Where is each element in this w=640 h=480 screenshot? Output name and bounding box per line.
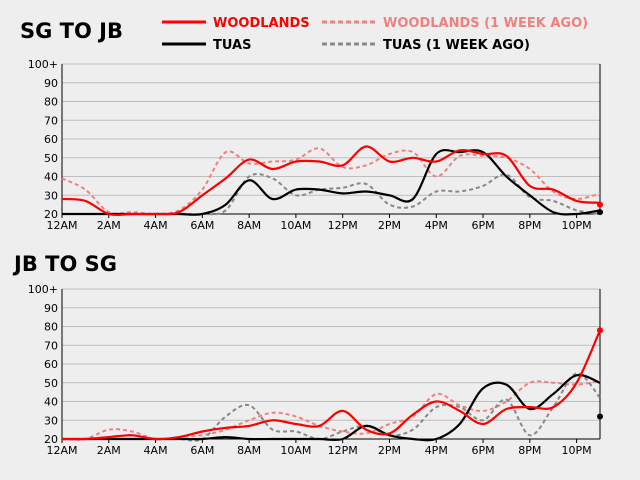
chart-jb-to-sg: 20 30 40 50 60 70 80 90 100+ 12AM 2AM 4AM 6AM 8AM 10AM… <box>28 283 603 457</box>
y-tick-label: 20 <box>44 208 58 221</box>
end-marker-woodlands <box>597 327 603 334</box>
y-tick-label: 40 <box>44 171 58 184</box>
x-tick-label: 6PM <box>471 219 494 232</box>
series-line-woodlands <box>61 145 601 217</box>
legend: WOODLANDS WOODLANDS (1 WEEK AGO) TUAS TU… <box>162 16 588 53</box>
y-tick-label: 80 <box>44 321 58 334</box>
x-tick-label: 4AM <box>144 219 168 232</box>
legend-label-woodlands: WOODLANDS <box>213 16 310 31</box>
y-tick-label: 50 <box>44 152 58 165</box>
x-tick-label: 2AM <box>97 219 121 232</box>
x-tick-label: 8AM <box>237 444 261 457</box>
end-marker-tuas <box>597 413 603 420</box>
end-marker-woodlands <box>597 201 603 208</box>
x-tick-label: 2AM <box>97 444 121 457</box>
x-tick-label: 4PM <box>425 219 448 232</box>
end-marker-tuas <box>597 209 603 216</box>
series-line-woodlands <box>61 329 602 441</box>
y-tick-label: 20 <box>44 433 58 446</box>
y-tick-label: 90 <box>44 77 58 90</box>
y-tick-label: 60 <box>44 133 58 146</box>
x-tick-label: 6AM <box>190 444 214 457</box>
x-tick-label: 2PM <box>378 219 401 232</box>
x-tick-label: 12PM <box>328 444 358 457</box>
x-tick-label: 8PM <box>518 219 541 232</box>
series-line-tuas <box>62 148 601 216</box>
y-tick-label: 90 <box>44 302 58 315</box>
legend-label-tuas: TUAS <box>213 38 251 53</box>
y-tick-label: 70 <box>44 114 58 127</box>
y-tick-label: 40 <box>44 396 58 409</box>
legend-label-woodlands-1-week-ago: WOODLANDS (1 WEEK AGO) <box>383 16 588 31</box>
x-tick-label: 6PM <box>471 444 494 457</box>
legend-label-tuas-1-week-ago: TUAS (1 WEEK AGO) <box>383 38 530 53</box>
x-tick-label: 12AM <box>46 444 77 457</box>
chart-title-sg-to-jb: SG TO JB <box>20 19 123 43</box>
series-line-woodlands-1-week-ago <box>61 379 601 441</box>
x-tick-label: 10AM <box>280 219 311 232</box>
chart-title-jb-to-sg: JB TO SG <box>12 252 117 276</box>
y-tick-label: 30 <box>44 189 58 202</box>
x-tick-label: 4AM <box>144 444 168 457</box>
x-tick-label: 2PM <box>378 444 401 457</box>
y-tick-label: 70 <box>44 339 58 352</box>
y-tick-label: 100+ <box>28 58 58 71</box>
series-line-tuas-1-week-ago <box>62 172 601 216</box>
x-tick-label: 12AM <box>46 219 77 232</box>
y-tick-label: 80 <box>44 96 58 109</box>
y-tick-label: 100+ <box>28 283 58 296</box>
chart-sg-to-jb: 20 30 40 50 60 70 80 90 100+ 12AM 2AM 4AM 6AM 8AM 10AM… <box>28 58 603 232</box>
x-tick-label: 12PM <box>328 219 358 232</box>
x-tick-label: 8AM <box>237 219 261 232</box>
y-tick-label: 50 <box>44 377 58 390</box>
x-tick-label: 10PM <box>562 444 592 457</box>
x-tick-label: 6AM <box>190 219 214 232</box>
x-tick-label: 10PM <box>562 219 592 232</box>
y-tick-label: 30 <box>44 414 58 427</box>
x-tick-label: 10AM <box>280 444 311 457</box>
x-tick-label: 4PM <box>425 444 448 457</box>
y-tick-label: 60 <box>44 358 58 371</box>
x-tick-label: 8PM <box>518 444 541 457</box>
